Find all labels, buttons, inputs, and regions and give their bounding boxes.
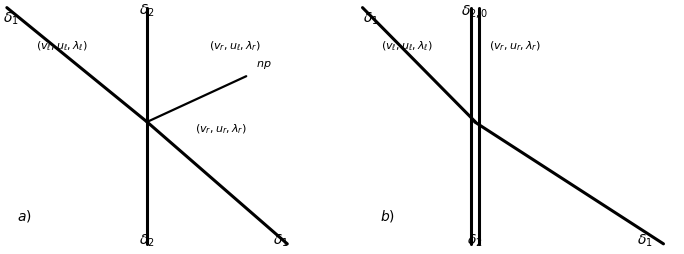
Text: $\delta_1$: $\delta_1$ (363, 10, 378, 27)
Text: $(v_r, u_r, \lambda_r)$: $(v_r, u_r, \lambda_r)$ (195, 123, 247, 136)
Text: $b)$: $b)$ (380, 208, 395, 224)
Text: $\delta_1$: $\delta_1$ (272, 232, 289, 249)
Text: $(v_\ell, u_\ell, \lambda_\ell)$: $(v_\ell, u_\ell, \lambda_\ell)$ (36, 39, 88, 53)
Text: $\delta_2$: $\delta_2$ (467, 232, 482, 249)
Text: $\delta_1$: $\delta_1$ (3, 10, 19, 27)
Text: $a)$: $a)$ (17, 208, 31, 224)
Text: $(v_r, u_\ell, \lambda_r)$: $(v_r, u_\ell, \lambda_r)$ (209, 39, 261, 53)
Text: $\delta_{2,0}$: $\delta_{2,0}$ (461, 3, 488, 20)
Text: $(v_r, u_r, \lambda_r)$: $(v_r, u_r, \lambda_r)$ (489, 39, 541, 53)
Text: $np$: $np$ (256, 59, 272, 71)
Text: $\delta_1$: $\delta_1$ (637, 232, 653, 249)
Text: $(v_\ell, u_\ell, \lambda_\ell)$: $(v_\ell, u_\ell, \lambda_\ell)$ (381, 39, 433, 53)
Text: $\delta_2$: $\delta_2$ (140, 232, 155, 249)
Text: $\delta_2$: $\delta_2$ (140, 3, 155, 19)
